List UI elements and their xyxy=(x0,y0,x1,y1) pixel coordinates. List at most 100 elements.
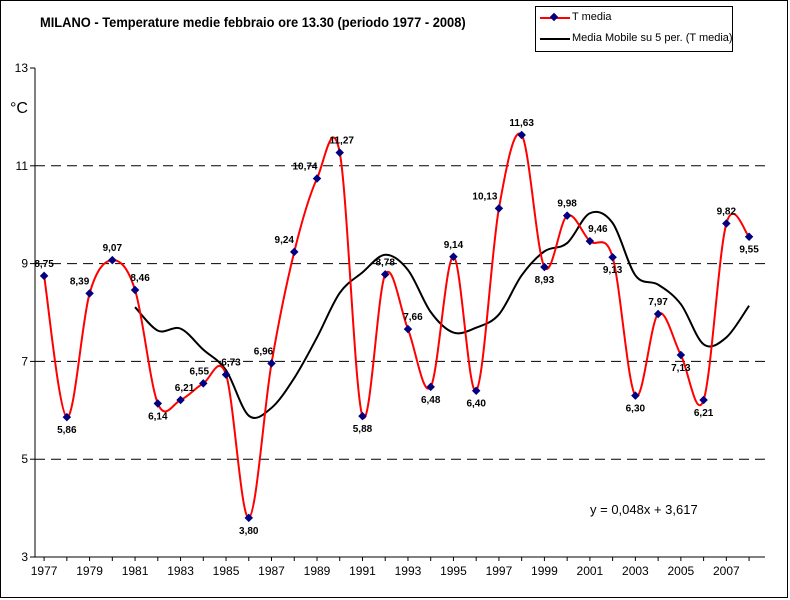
data-label-1984: 6,55 xyxy=(190,366,210,377)
x-tick-label-2003: 2003 xyxy=(622,564,649,578)
x-tick-label-1987: 1987 xyxy=(258,564,285,578)
series-t-media xyxy=(43,132,750,519)
data-label-2002: 9,13 xyxy=(603,265,623,276)
data-point-1998 xyxy=(517,130,526,140)
y-tick-labels: 3 5 7 9 11 13 xyxy=(15,61,29,564)
legend-swatch-t-media xyxy=(540,12,570,22)
data-label-2003: 6,30 xyxy=(626,404,646,415)
x-tick-label-1983: 1983 xyxy=(167,564,194,578)
data-point-2002 xyxy=(608,253,617,262)
x-tick-label-2005: 2005 xyxy=(668,564,695,578)
legend-entry-moving-average: Media Mobile su 5 per. (T media) xyxy=(536,32,733,46)
data-label-1987: 6,96 xyxy=(254,346,274,357)
legend-label-moving-average: Media Mobile su 5 per. (T media) xyxy=(572,32,733,44)
data-point-2004 xyxy=(653,309,663,319)
data-label-1986: 3,80 xyxy=(239,526,259,537)
y-axis-unit: °C xyxy=(10,100,28,117)
data-label-1998: 11,63 xyxy=(509,118,534,129)
data-label-2008: 9,55 xyxy=(739,245,759,256)
y-tick-label-5: 5 xyxy=(21,452,28,466)
data-label-1989: 10,74 xyxy=(292,162,317,173)
data-label-1996: 6,40 xyxy=(466,399,486,410)
data-label-2000: 9,98 xyxy=(557,199,577,210)
data-point-1989 xyxy=(312,174,322,183)
legend-swatch-moving-average xyxy=(540,38,570,40)
data-point-1982 xyxy=(153,399,163,408)
data-point-1993 xyxy=(403,324,413,334)
gridlines xyxy=(35,165,765,460)
markers-t-media xyxy=(39,130,754,523)
x-tick-label-1991: 1991 xyxy=(349,564,376,578)
y-tick-label-7: 7 xyxy=(21,354,28,368)
data-label-1992: 8,78 xyxy=(375,257,395,268)
data-label-2007: 9,82 xyxy=(717,207,737,218)
data-label-1977: 8,75 xyxy=(34,259,54,270)
data-label-2005: 7,13 xyxy=(671,363,691,374)
x-tick-label-1997: 1997 xyxy=(486,564,513,578)
axes xyxy=(30,67,765,561)
data-point-1980 xyxy=(108,255,117,265)
data-label-1979: 8,39 xyxy=(70,276,90,287)
data-label-1997: 10,13 xyxy=(472,191,497,202)
data-label-1999: 8,93 xyxy=(535,275,555,286)
y-tick-label-9: 9 xyxy=(21,257,28,271)
data-point-1984 xyxy=(199,379,208,388)
data-point-1990 xyxy=(335,148,344,157)
data-point-2005 xyxy=(676,350,686,360)
data-point-1999 xyxy=(540,262,549,272)
y-tick-label-3: 3 xyxy=(21,550,28,564)
data-label-1994: 6,48 xyxy=(421,395,441,406)
y-tick-label-11: 11 xyxy=(16,159,29,173)
data-point-1991 xyxy=(358,411,367,421)
data-labels-t-media: 8,75 5,86 8,39 9,07 8,46 6,14 6,21 6,55 6,73 3,80… xyxy=(34,118,759,537)
data-label-2006: 6,21 xyxy=(694,408,714,419)
data-label-1993: 7,66 xyxy=(403,312,423,323)
data-label-2004: 7,97 xyxy=(648,297,668,308)
x-tick-label-2007: 2007 xyxy=(713,564,740,578)
data-label-1991: 5,88 xyxy=(353,424,373,435)
data-point-1985 xyxy=(221,370,231,379)
data-point-2006 xyxy=(699,395,708,405)
data-point-2007 xyxy=(722,219,731,228)
data-point-1978 xyxy=(62,412,72,422)
x-tick-label-1985: 1985 xyxy=(213,564,240,578)
chart-title: MILANO - Temperature medie febbraio ore … xyxy=(40,14,466,30)
t-media-line xyxy=(43,132,750,519)
data-point-1988 xyxy=(290,247,299,257)
data-point-1981 xyxy=(130,285,140,295)
data-label-1978: 5,86 xyxy=(57,425,77,436)
data-label-1983: 6,21 xyxy=(175,383,195,394)
data-label-2001: 9,46 xyxy=(588,224,608,235)
data-label-1995: 9,14 xyxy=(444,240,464,251)
x-tick-label-1989: 1989 xyxy=(304,564,331,578)
data-point-2003 xyxy=(631,391,640,400)
data-label-1981: 8,46 xyxy=(130,273,150,284)
x-tick-label-1993: 1993 xyxy=(395,564,422,578)
data-point-1995 xyxy=(449,252,458,261)
data-point-1997 xyxy=(494,204,504,213)
data-label-1990: 11,27 xyxy=(329,136,354,147)
trend-equation: y = 0,048x + 3,617 xyxy=(590,502,698,517)
x-tick-label-2001: 2001 xyxy=(577,564,604,578)
legend: T media Media Mobile su 5 per. (T media) xyxy=(535,6,733,52)
data-point-1977 xyxy=(39,271,49,281)
x-tick-label-1995: 1995 xyxy=(440,564,467,578)
data-point-1983 xyxy=(176,395,185,405)
data-label-1980: 9,07 xyxy=(103,243,123,254)
data-point-1987 xyxy=(267,359,276,368)
x-tick-label-1999: 1999 xyxy=(531,564,558,578)
legend-label-t-media: T media xyxy=(572,11,612,23)
x-tick-label-1981: 1981 xyxy=(122,564,149,578)
data-point-1994 xyxy=(426,382,435,392)
data-label-1982: 6,14 xyxy=(148,411,168,422)
x-tick-labels: 1977 1979 1981 1983 1985 1987 1989 1991 1993 1995… xyxy=(31,564,740,578)
data-label-1985: 6,73 xyxy=(221,358,241,369)
x-tick-label-1979: 1979 xyxy=(76,564,103,578)
x-tick-label-1977: 1977 xyxy=(31,564,58,578)
legend-entry-t-media: T media xyxy=(536,11,732,25)
data-point-1996 xyxy=(471,386,481,395)
data-point-1979 xyxy=(85,289,94,298)
data-label-1988: 9,24 xyxy=(275,235,295,246)
